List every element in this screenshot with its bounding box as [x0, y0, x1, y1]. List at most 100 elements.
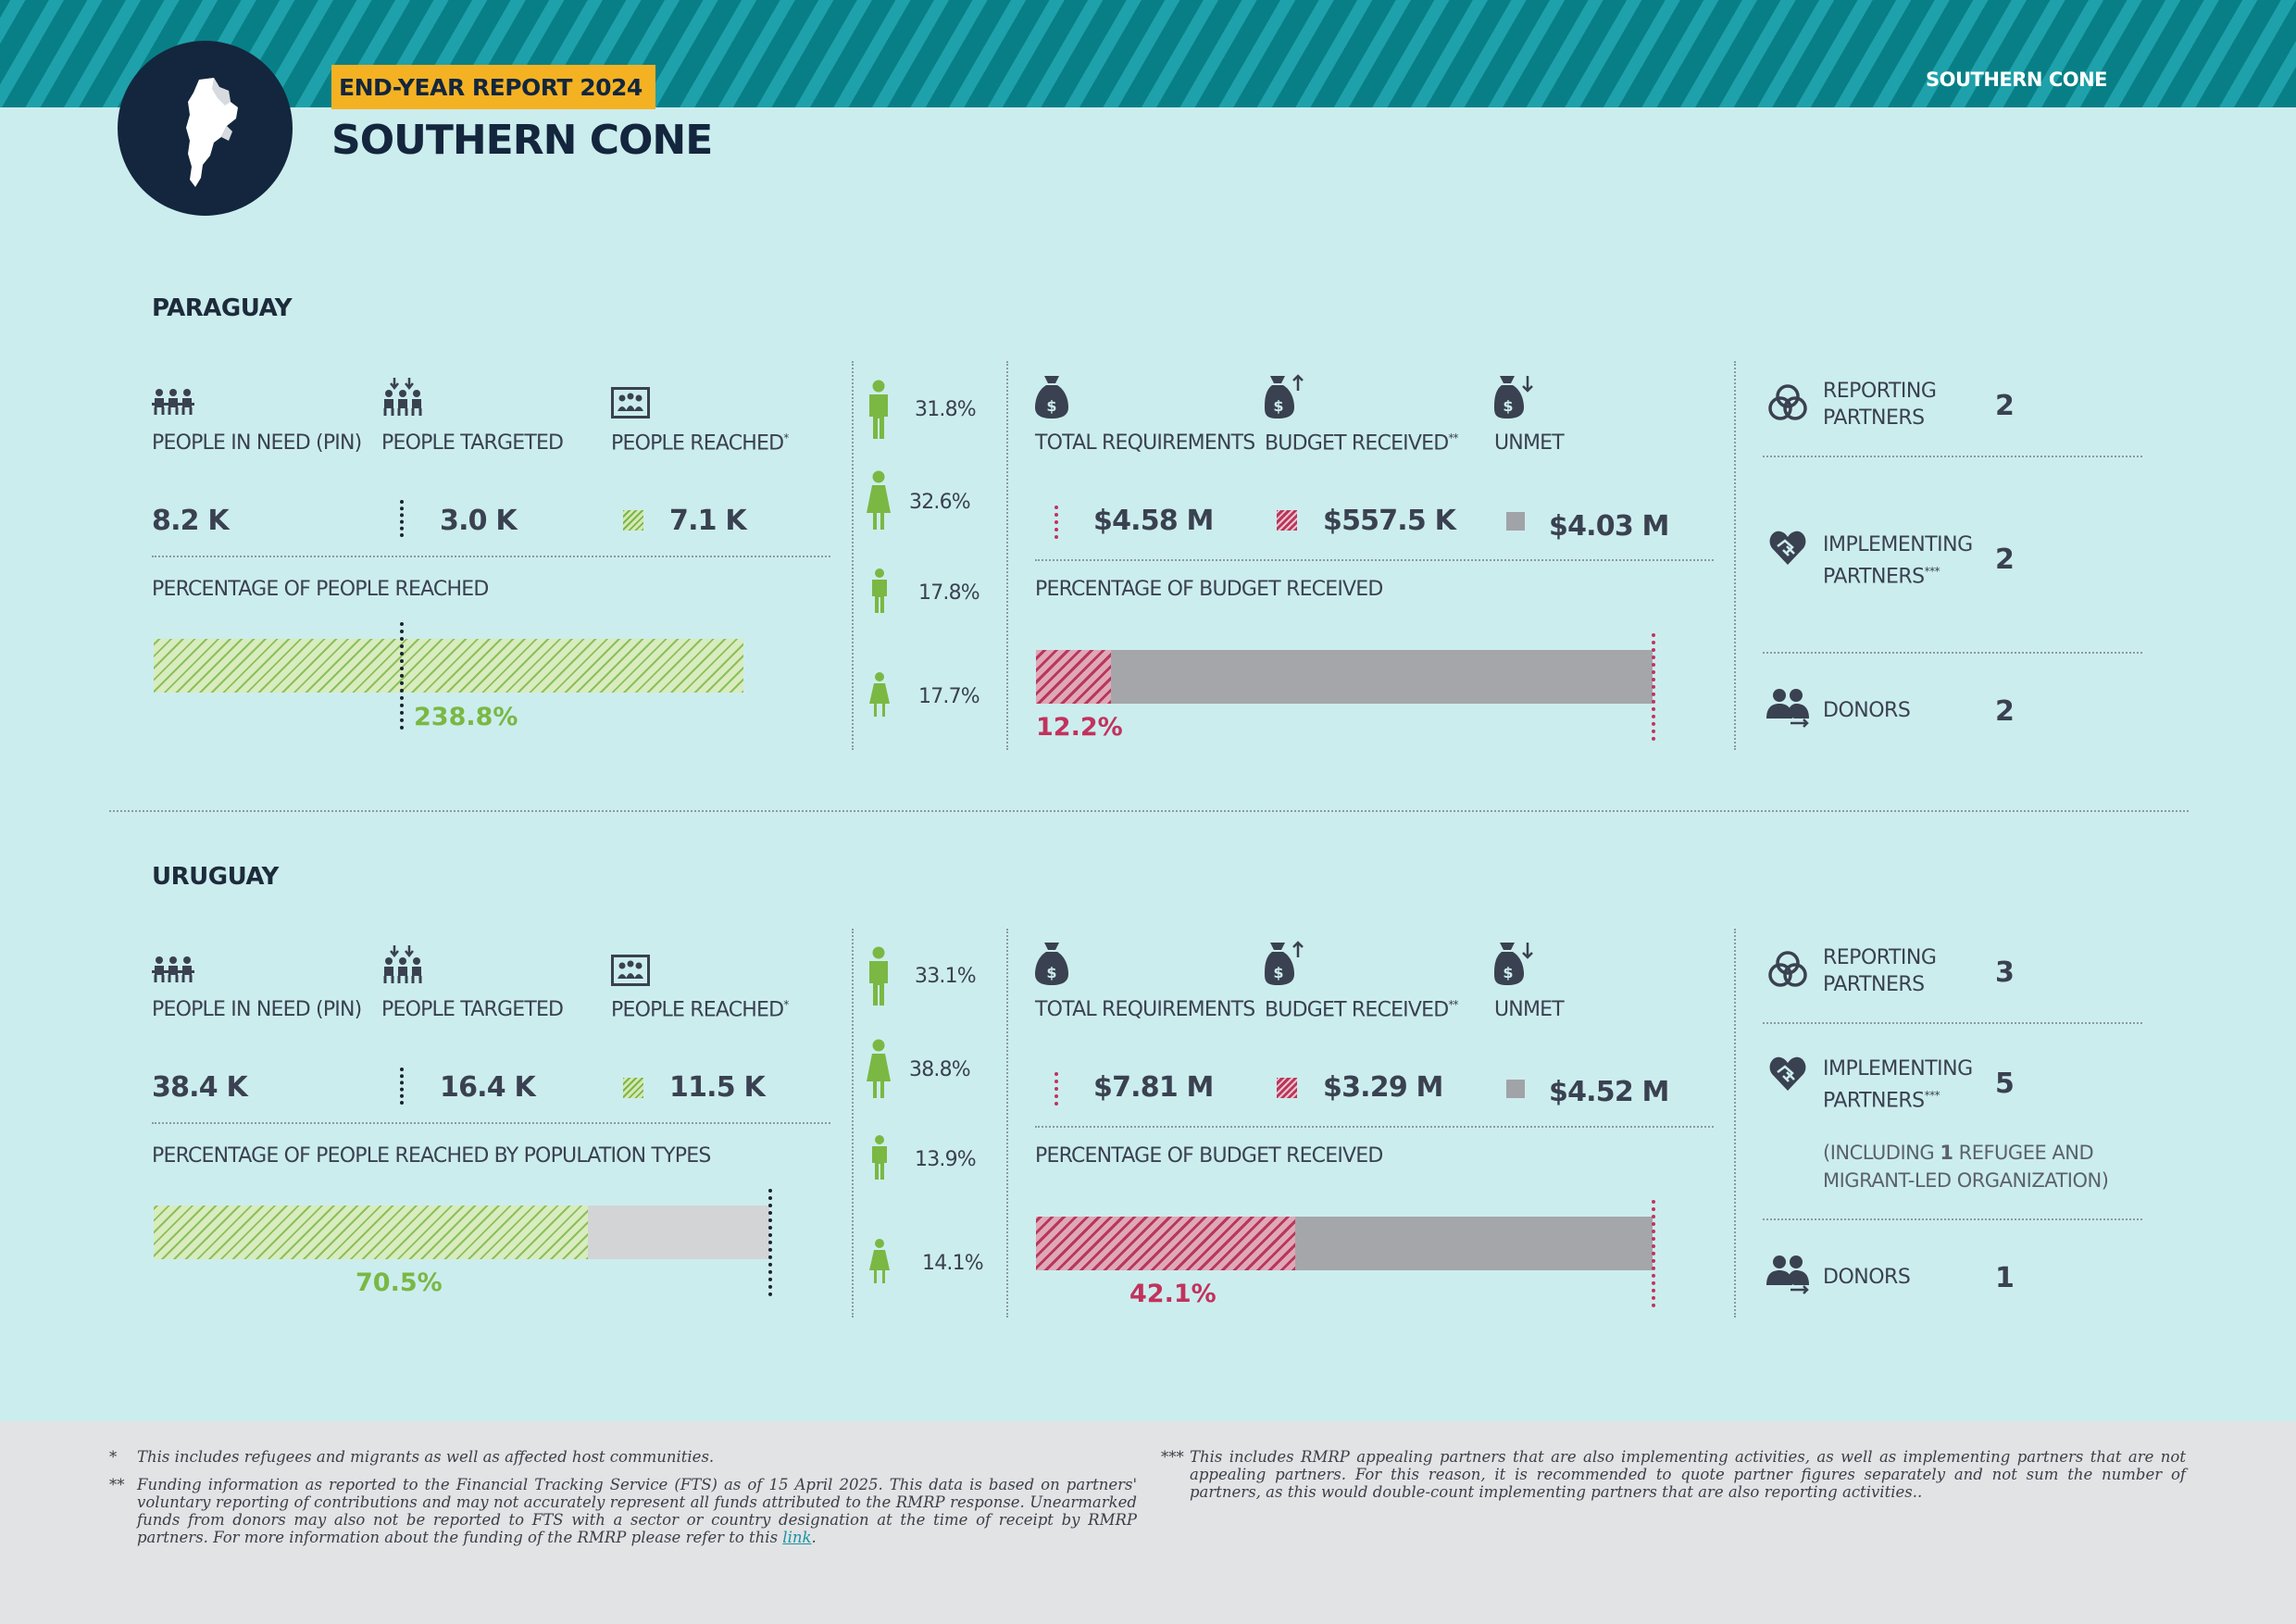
unmet-swatch — [1506, 512, 1525, 531]
unmet-label: UNMET — [1494, 431, 1565, 455]
people-reached-bar-fill — [154, 639, 743, 693]
region-tag: SOUTHERN CONE — [1925, 69, 2108, 91]
demographic-men: 33.1% — [915, 965, 977, 988]
budget-bar-fill — [1036, 1217, 1296, 1270]
reporting-partners-label: REPORTING PARTNERS — [1823, 946, 1937, 996]
country-title-paraguay: PARAGUAY — [152, 294, 293, 322]
money-bag-up-icon: $ — [1265, 941, 1304, 985]
total-requirements-value: $4.58 M — [1093, 505, 1214, 537]
fts-link[interactable]: link — [782, 1529, 812, 1546]
budget-received-swatch — [1277, 510, 1297, 531]
people-reached-bar-fill — [154, 1206, 588, 1259]
map-icon — [186, 78, 238, 187]
reporting-partners-icon — [1768, 384, 1807, 420]
demographic-women: 32.6% — [909, 491, 971, 514]
svg-text:$: $ — [1046, 397, 1056, 415]
implementing-partners-value: 5 — [1995, 1068, 2015, 1100]
total-requirements-label: TOTAL REQUIREMENTS — [1035, 998, 1255, 1021]
target-line — [768, 1189, 772, 1296]
divider — [1006, 929, 1008, 1318]
money-bag-down-icon: $ — [1494, 376, 1533, 418]
pct-budget-value: 12.2% — [1036, 713, 1123, 742]
people-reached-bar — [154, 1206, 769, 1259]
donors-label: DONORS — [1823, 1266, 1911, 1289]
donors-value: 1 — [1995, 1262, 2015, 1294]
money-bag-icon: $ — [1035, 943, 1068, 985]
targeted-label: PEOPLE TARGETED — [381, 431, 564, 455]
svg-text:$: $ — [1273, 397, 1283, 415]
targeted-value: 16.4 K — [440, 1071, 536, 1104]
budget-received-label: BUDGET RECEIVED** — [1265, 998, 1459, 1022]
reached-value: 11.5 K — [669, 1071, 766, 1104]
reporting-partners-value: 2 — [1995, 390, 2015, 422]
budget-bar — [1036, 1217, 1653, 1270]
budget-bar — [1036, 650, 1653, 704]
divider — [852, 361, 854, 750]
reporting-partners-icon — [1768, 951, 1807, 987]
divider — [1734, 361, 1736, 750]
demographic-girls: 17.7% — [918, 685, 980, 708]
reached-label: PEOPLE REACHED* — [611, 998, 789, 1022]
implementing-partners-label: IMPLEMENTING PARTNERS*** — [1823, 533, 1973, 589]
demographic-men: 31.8% — [915, 398, 977, 421]
man-icon — [869, 380, 888, 439]
divider — [852, 929, 854, 1318]
section-divider — [109, 810, 2189, 812]
divider — [1734, 929, 1736, 1318]
demographic-women: 38.8% — [909, 1058, 971, 1081]
budget-received-value: $557.5 K — [1323, 505, 1456, 537]
svg-text:$: $ — [1046, 964, 1056, 981]
total-requirements-value: $7.81 M — [1093, 1071, 1214, 1104]
people-in-need-icon — [152, 389, 194, 415]
demographic-boys: 13.9% — [915, 1148, 977, 1171]
handshake-heart-icon — [1769, 1056, 1806, 1091]
handshake-heart-icon — [1769, 531, 1806, 565]
divider — [1035, 559, 1714, 561]
footnote-mark-1: * — [109, 1448, 118, 1466]
footnote-3: This includes RMRP appealing partners th… — [1190, 1448, 2186, 1501]
demographic-girls: 14.1% — [922, 1252, 984, 1275]
page-title: SOUTHERN CONE — [331, 117, 713, 164]
pct-budget-label: PERCENTAGE OF BUDGET RECEIVED — [1035, 1144, 1383, 1168]
pct-budget-label: PERCENTAGE OF BUDGET RECEIVED — [1035, 578, 1383, 601]
pct-reached-value: 70.5% — [356, 1268, 443, 1297]
pct-reached-value: 238.8% — [414, 703, 518, 731]
people-targeted-icon — [383, 945, 422, 983]
implementing-partners-label: IMPLEMENTING PARTNERS*** — [1823, 1057, 1973, 1113]
man-icon — [869, 946, 888, 1006]
pct-reached-label: PERCENTAGE OF PEOPLE REACHED BY POPULATI… — [152, 1144, 711, 1168]
donors-value: 2 — [1995, 695, 2015, 728]
pin-value: 38.4 K — [152, 1071, 248, 1104]
donors-icon — [1766, 1255, 1809, 1294]
svg-text:$: $ — [1503, 964, 1513, 981]
reporting-partners-label: REPORTING PARTNERS — [1823, 380, 1937, 430]
footnote-mark-2: ** — [109, 1476, 125, 1493]
unmet-label: UNMET — [1494, 998, 1565, 1021]
budget-received-value: $3.29 M — [1323, 1071, 1443, 1104]
country-title-uruguay: URUGUAY — [152, 863, 279, 891]
targeted-marker — [400, 500, 404, 537]
donors-label: DONORS — [1823, 699, 1911, 722]
people-reached-bar — [154, 639, 743, 693]
divider — [1763, 456, 2142, 457]
implementing-partners-note: (INCLUDING 1 REFUGEE AND MIGRANT-LED ORG… — [1823, 1142, 2109, 1192]
region-map-logo — [118, 41, 293, 216]
report-badge: END-YEAR REPORT 2024 — [331, 65, 655, 109]
requirement-marker — [1054, 506, 1058, 539]
budget-received-swatch — [1277, 1078, 1297, 1098]
woman-icon — [867, 470, 891, 530]
footnote-mark-3: *** — [1161, 1448, 1184, 1466]
requirement-marker — [1054, 1072, 1058, 1106]
unmet-value: $4.52 M — [1549, 1076, 1669, 1108]
people-reached-icon — [611, 955, 650, 986]
girl-icon — [869, 672, 890, 717]
budget-received-label: BUDGET RECEIVED** — [1265, 431, 1459, 456]
demographic-boys: 17.8% — [918, 581, 980, 605]
targeted-marker — [400, 1068, 404, 1105]
pin-value: 8.2 K — [152, 505, 230, 537]
money-bag-down-icon: $ — [1494, 943, 1533, 985]
divider — [1006, 361, 1008, 750]
svg-text:$: $ — [1273, 964, 1283, 981]
footnote-2: Funding information as reported to the F… — [137, 1476, 1137, 1546]
divider — [152, 556, 830, 557]
